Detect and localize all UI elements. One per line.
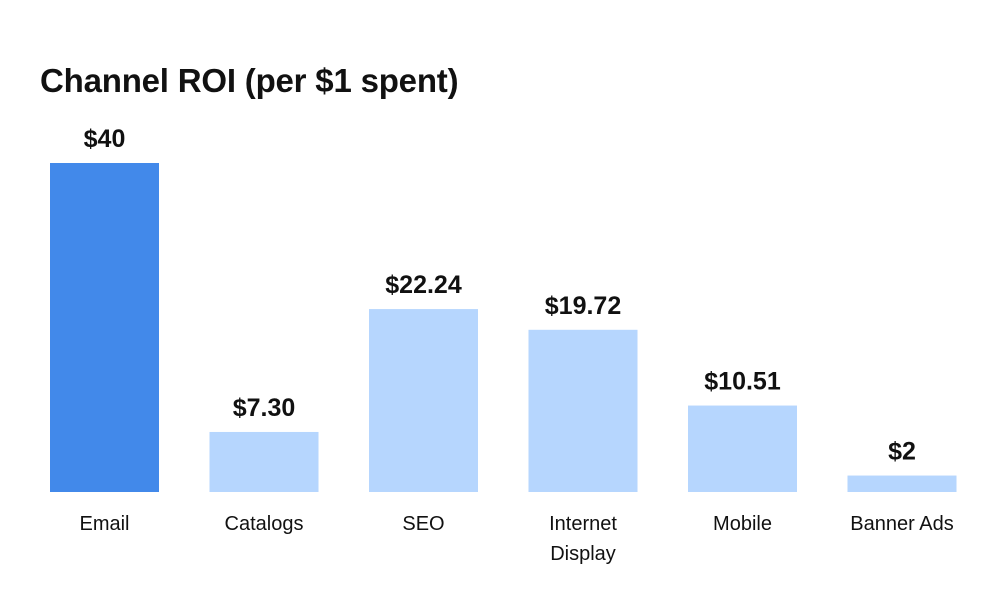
value-label: $10.51 [704, 368, 781, 396]
value-label: $40 [84, 125, 126, 153]
bar-mobile [688, 405, 797, 492]
bar-seo [369, 309, 478, 492]
bar-banner-ads [847, 475, 957, 492]
value-label: $22.24 [385, 271, 462, 299]
bar-internet-display [528, 329, 638, 492]
category-label: Mobile [713, 513, 772, 535]
category-label: SEO [402, 513, 444, 535]
value-label: $2 [888, 438, 916, 466]
value-label: $7.30 [233, 394, 296, 422]
bar-email [50, 163, 159, 492]
chart-title: Channel ROI (per $1 spent) [40, 62, 459, 99]
bar-catalogs [209, 431, 319, 492]
category-label: Catalogs [225, 513, 304, 535]
category-label: Email [79, 513, 129, 535]
category-label: Banner Ads [850, 513, 953, 535]
category-label: Internet Display [549, 513, 617, 565]
value-label: $19.72 [545, 292, 621, 320]
